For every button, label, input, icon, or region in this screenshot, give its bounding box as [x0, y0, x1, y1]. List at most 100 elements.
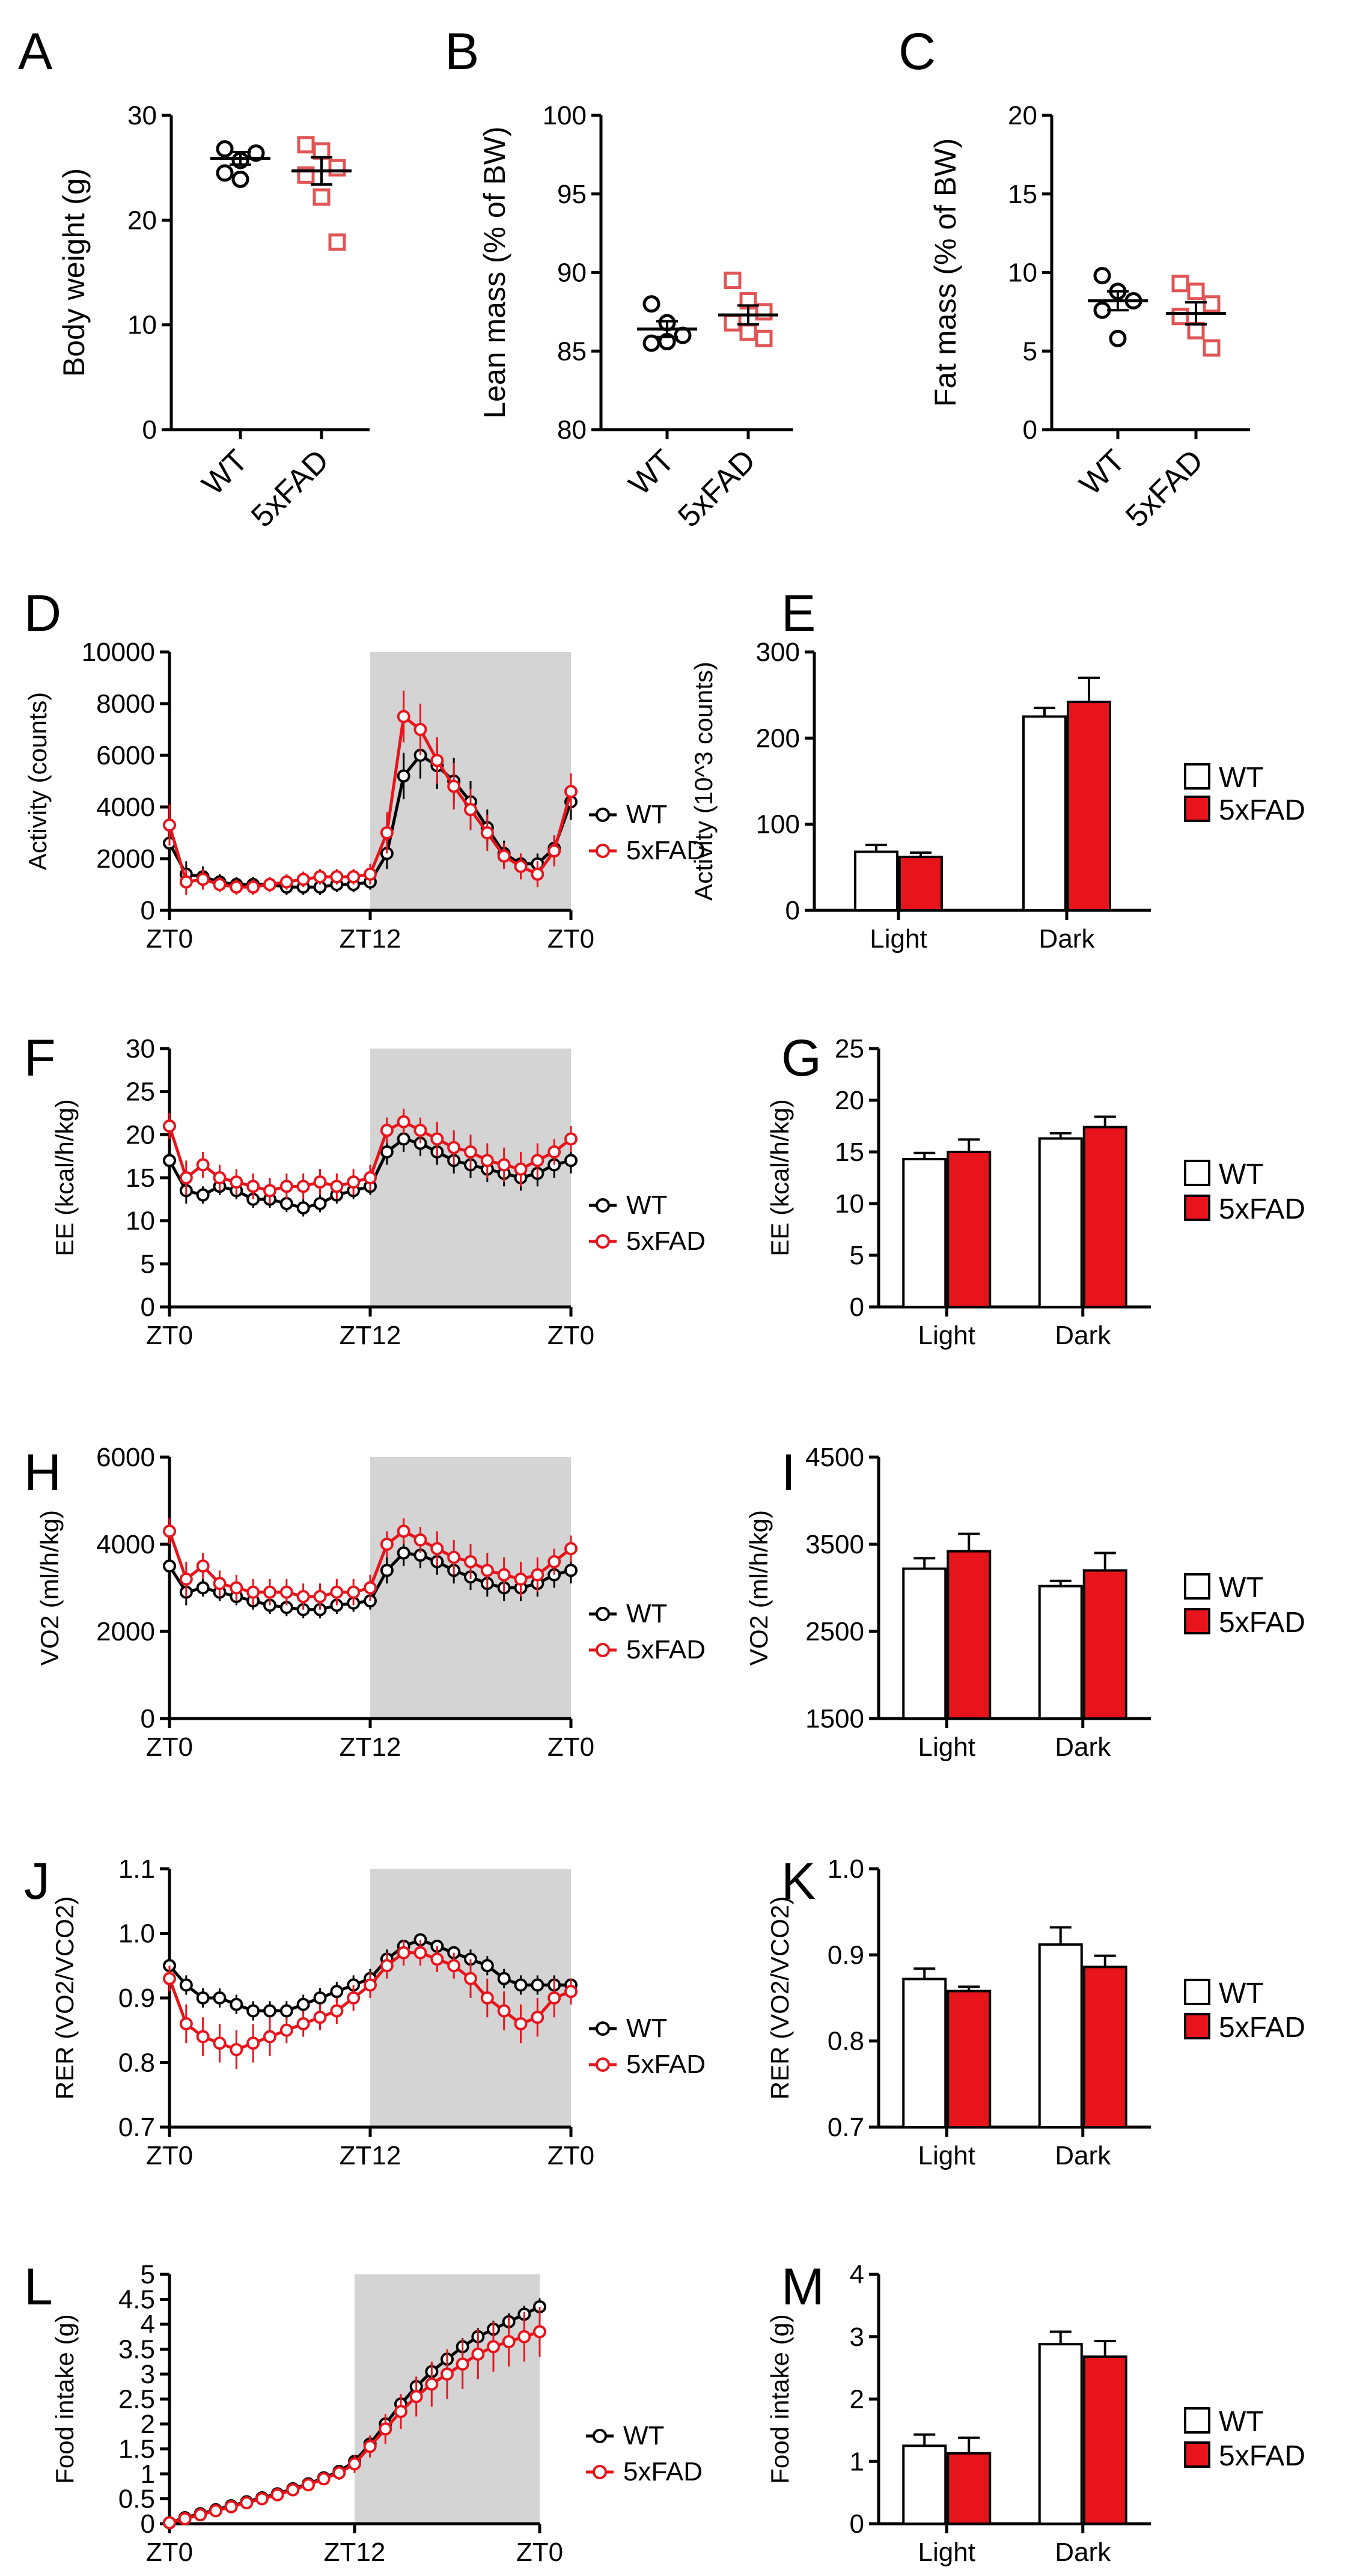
y-tick-label: 2.5: [118, 2385, 155, 2414]
data-point-5xfad: [213, 878, 227, 891]
data-point-wt: [196, 1991, 210, 2005]
y-tick-label: 3: [141, 2360, 155, 2389]
bar-wt-light: [902, 1978, 947, 2128]
y-tick-label: 4500: [805, 1443, 864, 1472]
data-point-5xfad: [209, 2504, 222, 2518]
chart-j: J 0.7 0.8 0.9 1.0 1.1 RER (VO2/VCO2) ZT0 ZT12 ZT0…: [24, 1853, 706, 2170]
y-tick-label: 4: [850, 2260, 864, 2289]
y-tick-label: 2500: [805, 1617, 864, 1646]
legend-label-5xfad: 5xFAD: [1219, 2012, 1305, 2044]
x-tick-label: ZT12: [340, 924, 401, 954]
y-tick-label: 8000: [96, 689, 155, 719]
y-tick-label: 5: [141, 1249, 155, 1279]
data-point-5xfad: [497, 2004, 511, 2018]
legend-swatch-5xfad: [1184, 2013, 1210, 2039]
data-point-5xfad: [1187, 282, 1205, 300]
panel-letter: K: [781, 1853, 816, 1910]
data-point-wt: [514, 1978, 528, 1992]
data-point-wt: [230, 1997, 243, 2011]
legend-label-wt: WT: [626, 1599, 667, 1628]
y-tick-label: 95: [557, 180, 587, 209]
data-point-5xfad: [302, 2478, 315, 2492]
data-point-5xfad: [480, 1564, 494, 1577]
data-point-wt: [216, 140, 234, 158]
legend-label-wt: WT: [626, 1190, 667, 1220]
data-point-5xfad: [464, 1145, 477, 1159]
data-point-5xfad: [456, 2357, 469, 2371]
x-category-label: Dark: [1055, 2538, 1111, 2567]
data-point-wt: [296, 1997, 310, 2011]
legend-label-wt: WT: [1219, 2406, 1264, 2438]
data-point-wt: [313, 1991, 327, 2005]
y-tick-label: 3: [850, 2322, 864, 2352]
data-point-5xfad: [286, 2483, 300, 2497]
data-point-5xfad: [263, 1184, 276, 1198]
data-point-5xfad: [263, 1585, 276, 1599]
data-point-5xfad: [447, 1140, 461, 1154]
data-point-5xfad: [364, 867, 377, 881]
data-point-5xfad: [380, 1538, 394, 1551]
bar-5xfad-light: [947, 1550, 992, 1720]
data-point-5xfad: [1171, 275, 1189, 293]
x-tick-label: ZT12: [324, 2538, 386, 2567]
data-point-5xfad: [533, 2325, 546, 2339]
data-point-5xfad: [397, 710, 410, 723]
data-point-5xfad: [246, 2036, 260, 2050]
y-tick-label: 30: [127, 101, 157, 130]
data-point-5xfad: [755, 329, 773, 347]
legend-swatch-wt: [1184, 1573, 1210, 1600]
y-axis-label: Body weight (g): [57, 168, 91, 377]
bar-wt-light: [902, 1567, 947, 1720]
y-axis-label: EE (kcal/h/kg): [766, 1099, 794, 1256]
data-point-5xfad: [213, 2036, 227, 2050]
data-point-wt: [246, 2004, 260, 2018]
y-tick-label: 20: [835, 1086, 864, 1115]
data-point-5xfad: [430, 1952, 444, 1966]
data-point-5xfad: [230, 2043, 243, 2056]
legend-label-wt: WT: [1219, 1159, 1264, 1190]
y-tick-label: 1.0: [828, 1854, 864, 1884]
legend-marker-wt: [596, 1198, 610, 1213]
data-point-wt: [231, 170, 249, 188]
data-point-5xfad: [413, 1946, 427, 1959]
x-tick-label: ZT0: [146, 1732, 193, 1762]
legend-label-wt: WT: [1219, 1978, 1264, 2009]
data-point-5xfad: [531, 1154, 544, 1168]
y-tick-label: 15: [835, 1137, 864, 1167]
legend-marker-5xfad: [596, 844, 610, 858]
y-tick-label: 0: [142, 415, 157, 445]
panel-letter: H: [24, 1444, 61, 1502]
data-point-5xfad: [413, 1533, 427, 1547]
bar-wt-dark: [1038, 1137, 1083, 1308]
y-tick-label: 0: [141, 1704, 155, 1734]
y-tick-label: 0: [850, 1293, 864, 1322]
x-tick-label: ZT0: [547, 1732, 594, 1762]
data-point-5xfad: [379, 2422, 392, 2436]
data-point-5xfad: [330, 2004, 344, 2018]
data-point-5xfad: [224, 2500, 238, 2514]
data-point-wt: [380, 1145, 394, 1159]
x-category-label: 5xFAD: [245, 443, 335, 534]
data-point-wt: [397, 1546, 410, 1560]
x-tick-label: ZT0: [146, 2538, 193, 2567]
data-point-5xfad: [297, 136, 315, 154]
y-tick-label: 6000: [96, 1443, 155, 1472]
y-tick-label: 10: [127, 311, 157, 340]
y-tick-label: 6000: [96, 741, 155, 770]
data-point-5xfad: [497, 1568, 511, 1582]
data-point-5xfad: [480, 826, 494, 839]
data-point-5xfad: [230, 880, 243, 894]
legend-marker-wt: [596, 2021, 610, 2036]
x-category-label: Dark: [1055, 1732, 1111, 1762]
data-point-5xfad: [380, 1959, 394, 1973]
x-tick-label: ZT0: [146, 1321, 193, 1350]
y-tick-label: 5: [141, 2260, 155, 2289]
panel-letter: M: [781, 2258, 825, 2316]
data-point-5xfad: [409, 2390, 423, 2404]
bar-wt-dark: [1038, 2343, 1083, 2525]
data-point-5xfad: [179, 875, 193, 889]
x-category-label: Dark: [1055, 1321, 1111, 1350]
y-tick-label: 0.7: [118, 2113, 155, 2142]
data-point-5xfad: [531, 2011, 544, 2024]
